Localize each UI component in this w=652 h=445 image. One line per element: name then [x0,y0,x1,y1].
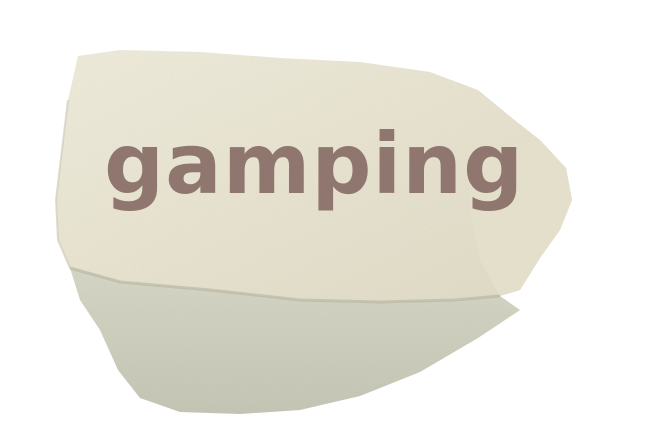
rock-lower-face-grain [70,268,520,414]
rock-right-facet [470,140,572,296]
rock-top-face-grain [56,50,572,302]
caption-text: gamping [104,115,525,213]
rock-left-edge-shadow [54,99,71,269]
rock-ridge-line [69,266,501,304]
